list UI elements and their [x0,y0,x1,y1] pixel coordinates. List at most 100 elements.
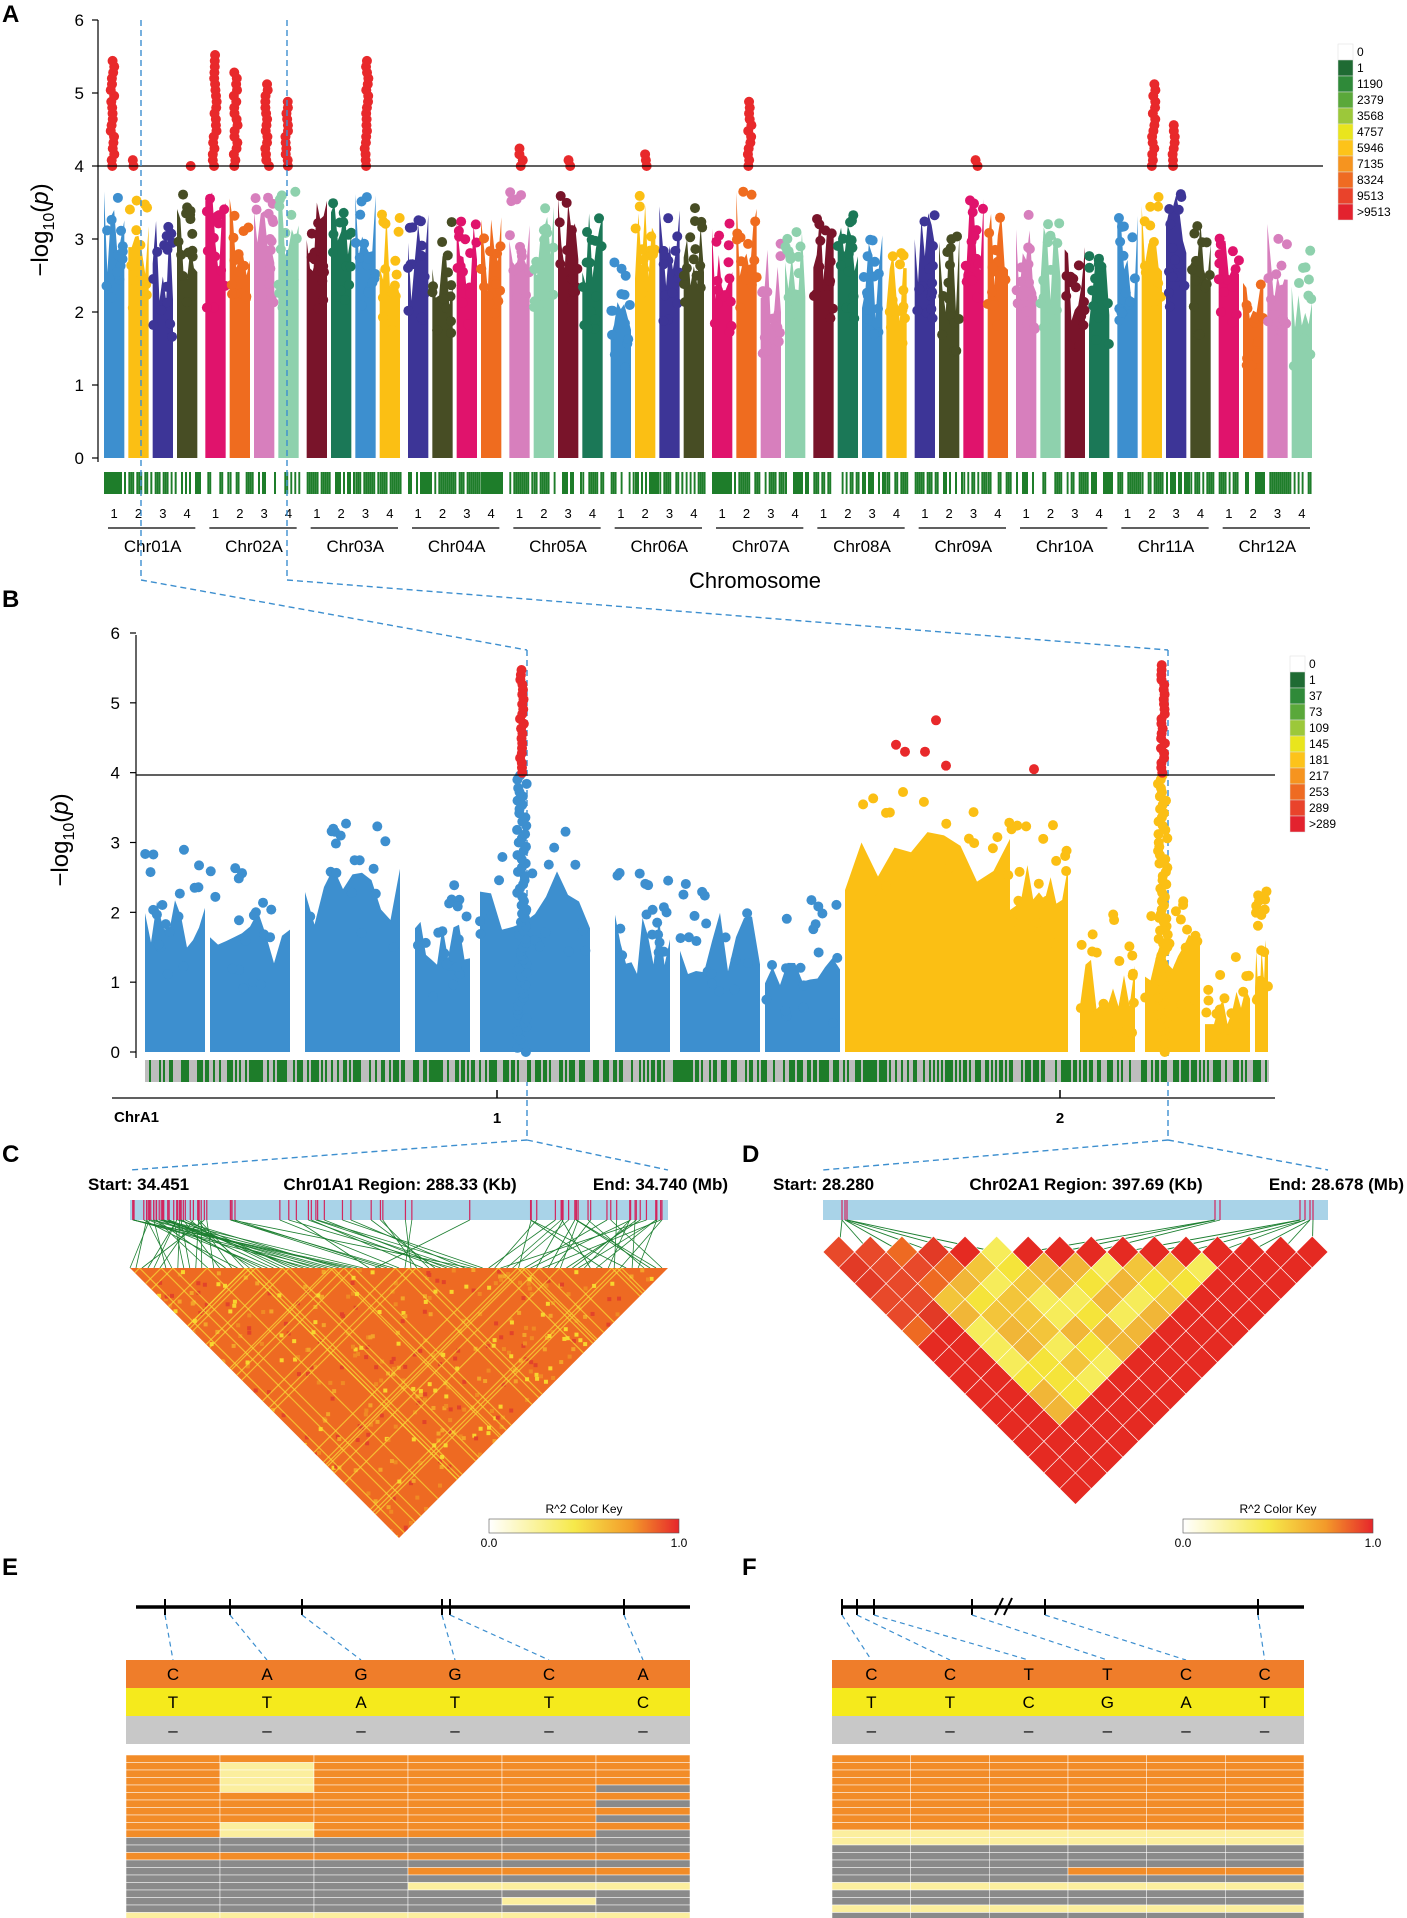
ld-cell [521,1296,526,1301]
density-bin [159,1060,161,1082]
density-bin [359,1060,361,1082]
subchromosome-label: 4 [792,506,799,521]
density-bin [543,1060,545,1082]
density-bin [497,1060,499,1082]
density-bin [766,472,769,494]
chromosome-snp-column [659,206,680,458]
density-bin [1172,472,1174,494]
haplotype-cell [1146,1769,1226,1778]
ld-cell [196,1281,201,1286]
ld-cell [585,1423,590,1428]
region-points [140,770,1273,1057]
haplotype-cell [407,1754,503,1763]
density-bin [647,472,649,494]
snp-point [1114,956,1125,967]
density-bin [1257,472,1259,494]
density-bin [890,472,893,494]
density-bin [299,1060,301,1082]
snp-point [1074,340,1085,351]
ld-cell [345,1536,350,1538]
ld-cell [235,1515,240,1520]
snp-point [313,218,324,229]
haplotype-cell [501,1844,597,1853]
density-bin [419,1060,421,1082]
snp-point [723,240,734,251]
ld-cell [174,1328,179,1333]
density-bin [669,472,672,494]
ld-cell [231,1420,236,1425]
ld-cell [364,1408,369,1413]
haplotype-cell [595,1762,691,1771]
ld-cell [189,1491,194,1496]
density-bin [577,1060,579,1082]
ld-cell [499,1424,504,1429]
density-bin [328,472,331,494]
ld-cell [232,1303,237,1308]
density-bin [391,472,394,494]
haplotype-cell [989,1882,1069,1891]
density-bin [1212,472,1215,494]
snp-point [356,196,367,207]
ld-cell [180,1270,185,1275]
density-bin [345,472,347,494]
density-bin [351,472,353,494]
snp-point [428,281,439,292]
ld-cell [209,1382,214,1387]
density-bin [953,1060,955,1082]
density-bin [900,472,903,494]
snp-point [1276,260,1287,271]
snp-point [887,294,898,305]
subchromosome-label: 4 [285,506,292,521]
density-bin [897,1060,899,1082]
snp-point [1276,326,1287,337]
snp-point [616,289,627,300]
density-bin [279,1060,281,1082]
significant-snp [640,149,651,160]
snp-point [442,267,453,278]
density-bin [211,472,214,494]
ld-cell [332,1389,337,1394]
density-bin [389,1060,391,1082]
haplotype-cell [831,1814,911,1823]
density-bin [493,1060,495,1082]
haplotype-cell [595,1859,691,1868]
density-bin [1025,1060,1027,1082]
snp-point [248,976,259,987]
snp-point [869,256,880,267]
ld-cell [562,1336,567,1341]
ld-cell [164,1294,169,1299]
chromosome-snp-column [1291,286,1312,458]
subchromosome-label: 4 [184,506,191,521]
subchromosome-label: 3 [869,506,876,521]
haplotype-cell [125,1844,221,1853]
haplotype-cell [1067,1897,1147,1906]
snp-point [1191,255,1202,266]
density-bin [1188,472,1190,494]
density-bin [420,472,422,494]
density-bin [1079,1060,1081,1082]
snp-point [847,302,858,313]
snp-point [274,288,285,299]
subchromosome-label: 1 [617,506,624,521]
haplotype-cell [1225,1859,1305,1868]
density-bin [1054,472,1057,494]
snp-point [194,860,205,871]
density-bin [1091,472,1093,494]
snp-point [1087,285,1098,296]
snp-point [201,206,212,217]
density-bin [1305,472,1308,494]
density-bin [359,472,362,494]
snp-point [806,895,817,906]
density-bin [407,1060,409,1082]
density-bin [221,472,224,494]
ld-cell [451,1527,456,1532]
density-bin [843,1060,845,1082]
snp-link [607,1219,631,1269]
density-bin [1283,472,1286,494]
density-bin [118,472,120,494]
snp-point [1187,264,1198,275]
density-bin [1033,1060,1035,1082]
snp-point [464,288,475,299]
haplotype-cell [1146,1807,1226,1816]
density-bin [776,472,779,494]
